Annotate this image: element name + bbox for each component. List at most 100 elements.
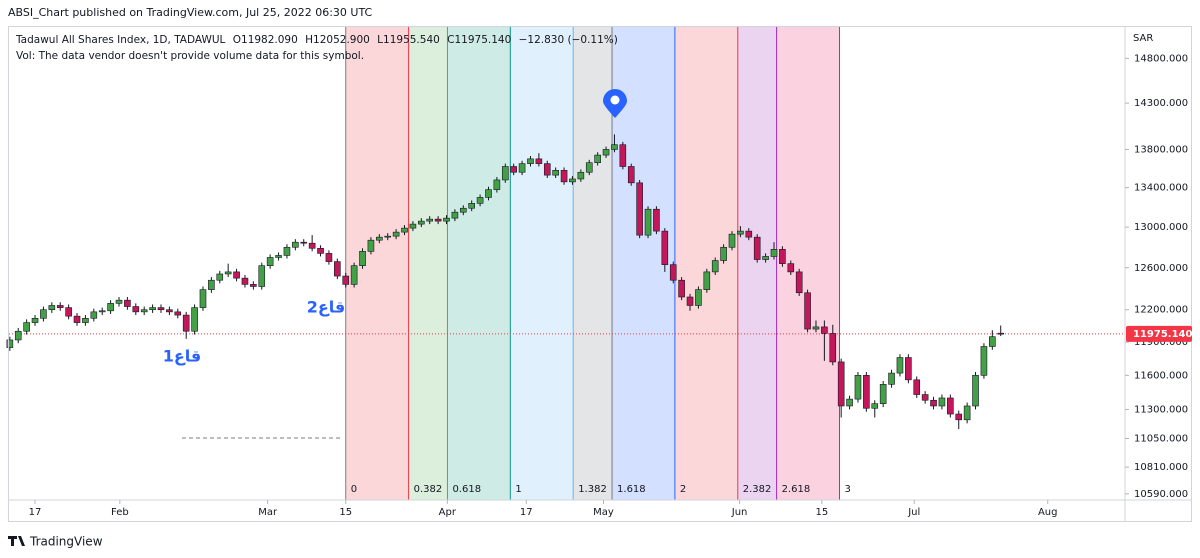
pin <box>603 89 627 118</box>
candle-body <box>518 163 526 173</box>
fib-label: 2.382 <box>743 484 772 495</box>
candle-body <box>224 271 232 275</box>
candle-body <box>6 339 14 348</box>
candle-body <box>653 208 660 232</box>
candle-body <box>485 189 492 198</box>
candle-body <box>963 405 971 421</box>
candle-body <box>434 218 442 222</box>
fib-band <box>447 26 511 500</box>
pin-hole <box>610 95 620 105</box>
candle-body <box>308 242 316 249</box>
y-tick-label: 13000.000 <box>1134 222 1188 233</box>
candle-body <box>552 170 559 176</box>
candle-body <box>896 357 904 374</box>
candle-body <box>636 182 643 236</box>
y-tick-label: 13800.000 <box>1134 144 1188 155</box>
candle-body <box>619 144 627 167</box>
candle-body <box>947 397 954 415</box>
candle-body <box>266 257 274 266</box>
fib-band <box>674 26 738 500</box>
y-tick-label: 14300.000 <box>1134 98 1188 109</box>
y-tick-label: 10590.000 <box>1134 489 1188 500</box>
candle-body <box>233 271 240 279</box>
fib-label: 0.382 <box>414 484 443 495</box>
candle-body <box>82 317 89 323</box>
candle-body <box>627 166 635 184</box>
candle-body <box>611 144 618 150</box>
x-tick-label: 17 <box>520 507 533 518</box>
fib-zones: 0 0.382 0.618 1 1.382 1.618 2 2.382 2.618 3 <box>9 26 1125 500</box>
candle-body <box>535 158 543 164</box>
candle-body <box>871 403 879 409</box>
candle-body <box>577 171 585 180</box>
candle-body <box>376 236 383 241</box>
candle-body <box>199 289 207 308</box>
candle-body <box>501 166 509 181</box>
candle-body <box>888 372 895 385</box>
candle-body <box>258 265 266 287</box>
fib-band <box>345 26 409 500</box>
candle-body <box>250 284 257 287</box>
candle-body <box>283 246 291 256</box>
legend-close: C11975.140 <box>447 34 511 46</box>
candle-body <box>795 271 803 294</box>
candle-body <box>40 309 47 319</box>
y-tick-label: 11900.000 <box>1134 337 1188 348</box>
header: ABSI_Chart published on TradingView.com,… <box>8 6 373 19</box>
candle-body <box>829 333 837 363</box>
candle-body <box>779 249 786 264</box>
candle-body <box>451 211 459 219</box>
footer: TradingView <box>29 535 103 549</box>
candle-body <box>317 247 324 254</box>
candle-body <box>510 166 517 173</box>
fib-label: 3 <box>844 484 850 495</box>
candle-body <box>804 292 811 330</box>
candle-body <box>56 305 64 308</box>
candle-body <box>459 207 467 213</box>
candle-body <box>678 279 685 298</box>
candle-body <box>14 330 22 341</box>
candle-body <box>863 375 870 409</box>
candle-body <box>157 307 165 311</box>
candles <box>6 134 1005 430</box>
volume-note: Vol: The data vendor doesn't provide vol… <box>16 50 364 62</box>
candle-body <box>342 275 350 285</box>
candle-body <box>854 375 862 400</box>
candle-body <box>972 375 979 407</box>
candle-body <box>997 332 1005 335</box>
candle-body <box>208 279 215 290</box>
candle-body <box>711 260 719 273</box>
fib-label: 0.618 <box>452 484 481 495</box>
candle-body <box>980 346 988 376</box>
y-tick-label: 11300.000 <box>1134 404 1188 415</box>
candle-body <box>115 299 123 304</box>
last-price-label: 11975.140 <box>1133 329 1193 340</box>
fib-label: 2 <box>680 484 686 495</box>
candle-body <box>879 384 887 404</box>
x-tick-label: May <box>593 507 614 518</box>
x-tick-label: 15 <box>815 507 828 518</box>
candle-body <box>476 197 484 204</box>
y-tick-label: 12200.000 <box>1134 305 1188 316</box>
candle-body <box>720 246 727 261</box>
candle-body <box>107 303 114 312</box>
fib-label: 1.618 <box>617 484 646 495</box>
candle-body <box>325 253 333 262</box>
x-tick-label: Feb <box>111 507 129 518</box>
x-tick-label: Apr <box>439 507 457 518</box>
fib-label: 1.382 <box>578 484 607 495</box>
candle-body <box>468 203 475 209</box>
fib-band <box>408 26 448 500</box>
candle-body <box>292 241 299 248</box>
candle-body <box>753 236 761 260</box>
candle-body <box>955 413 963 421</box>
candle-body <box>493 179 501 190</box>
time-axis-bg <box>8 500 1192 522</box>
candle-body <box>275 255 282 258</box>
footer-logo: TradingView <box>8 535 103 549</box>
candle-body <box>812 326 820 330</box>
candle-body <box>350 265 358 285</box>
x-tick-label: Aug <box>1038 507 1058 518</box>
